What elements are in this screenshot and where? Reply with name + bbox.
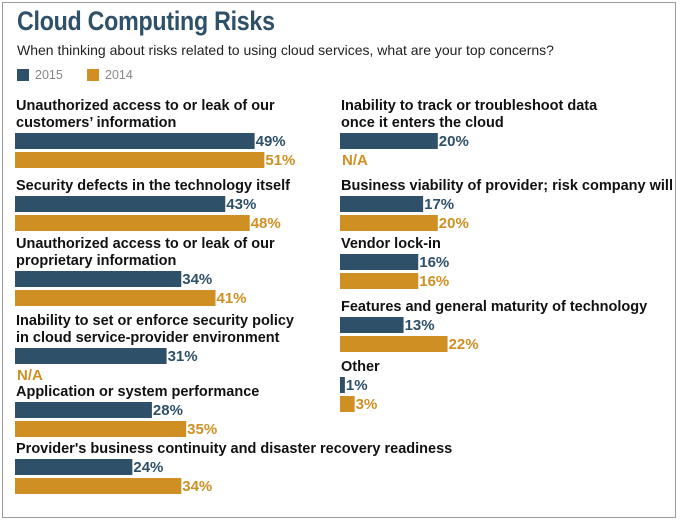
- bar-2015: [15, 196, 226, 212]
- chart-title: Cloud Computing Risks: [17, 6, 275, 36]
- data-label: 43%: [226, 196, 256, 213]
- data-label-na: N/A: [342, 152, 368, 169]
- data-label: 34%: [182, 271, 212, 288]
- bar-2015: [15, 133, 255, 149]
- data-label: 24%: [133, 459, 163, 476]
- category-label: once it enters the cloud: [341, 115, 504, 131]
- bar-2015: [15, 459, 133, 475]
- bar-2014: [15, 478, 182, 494]
- legend-swatch-2015: [17, 69, 29, 81]
- bar-2014: [340, 336, 448, 352]
- bar-2014: [15, 215, 250, 231]
- category-label: Application or system performance: [16, 384, 259, 400]
- category-label: Inability to set or enforce security pol…: [16, 313, 294, 329]
- data-label: 34%: [182, 478, 212, 495]
- data-label: 51%: [265, 152, 295, 169]
- bar-2015: [15, 348, 167, 364]
- data-label: 1%: [346, 377, 368, 394]
- data-label: 17%: [424, 196, 454, 213]
- bar-2014: [15, 421, 187, 437]
- category-label: Unauthorized access to or leak of our: [16, 236, 275, 252]
- data-label: 22%: [449, 336, 479, 353]
- data-label: 20%: [439, 215, 469, 232]
- bar-2015: [15, 271, 182, 287]
- data-label: 20%: [439, 133, 469, 150]
- bar-chart: Unauthorized access to or leak of ourcus…: [15, 98, 677, 495]
- data-label-na: N/A: [17, 367, 43, 384]
- category-label: Unauthorized access to or leak of our: [16, 98, 275, 114]
- category-label: Other: [341, 359, 380, 375]
- bar-2014: [15, 152, 265, 168]
- chart-subtitle: When thinking about risks related to usi…: [17, 42, 554, 58]
- bar-2015: [340, 254, 419, 270]
- category-label: in cloud service-provider environment: [16, 330, 280, 346]
- bar-2015: [340, 317, 404, 333]
- bar-2015: [340, 377, 345, 393]
- data-label: 48%: [251, 215, 281, 232]
- bar-2015: [340, 133, 438, 149]
- category-label: proprietary information: [16, 253, 176, 269]
- legend-swatch-2014: [87, 69, 99, 81]
- category-label: customers’ information: [16, 115, 176, 131]
- data-label: 49%: [256, 133, 286, 150]
- category-label: Security defects in the technology itsel…: [16, 178, 290, 194]
- bar-2014: [340, 273, 419, 289]
- bar-2015: [15, 402, 152, 418]
- legend-label-2014: 2014: [105, 68, 133, 82]
- data-label: 41%: [216, 290, 246, 307]
- data-label: 16%: [419, 254, 449, 271]
- bar-2014: [15, 290, 216, 306]
- data-label: 16%: [419, 273, 449, 290]
- bar-2015: [340, 196, 424, 212]
- category-label: Inability to track or troubleshoot data: [341, 98, 598, 114]
- data-label: 3%: [356, 396, 378, 413]
- category-label: Provider's business continuity and disas…: [16, 441, 452, 457]
- bar-2014: [340, 215, 438, 231]
- category-label: Vendor lock-in: [341, 236, 441, 252]
- category-label: Features and general maturity of technol…: [341, 299, 647, 315]
- data-label: 31%: [168, 348, 198, 365]
- category-label: Business viability of provider; risk com…: [341, 178, 677, 194]
- data-label: 13%: [405, 317, 435, 334]
- data-label: 35%: [187, 421, 217, 438]
- bar-2014: [340, 396, 355, 412]
- legend-label-2015: 2015: [35, 68, 63, 82]
- data-label: 28%: [153, 402, 183, 419]
